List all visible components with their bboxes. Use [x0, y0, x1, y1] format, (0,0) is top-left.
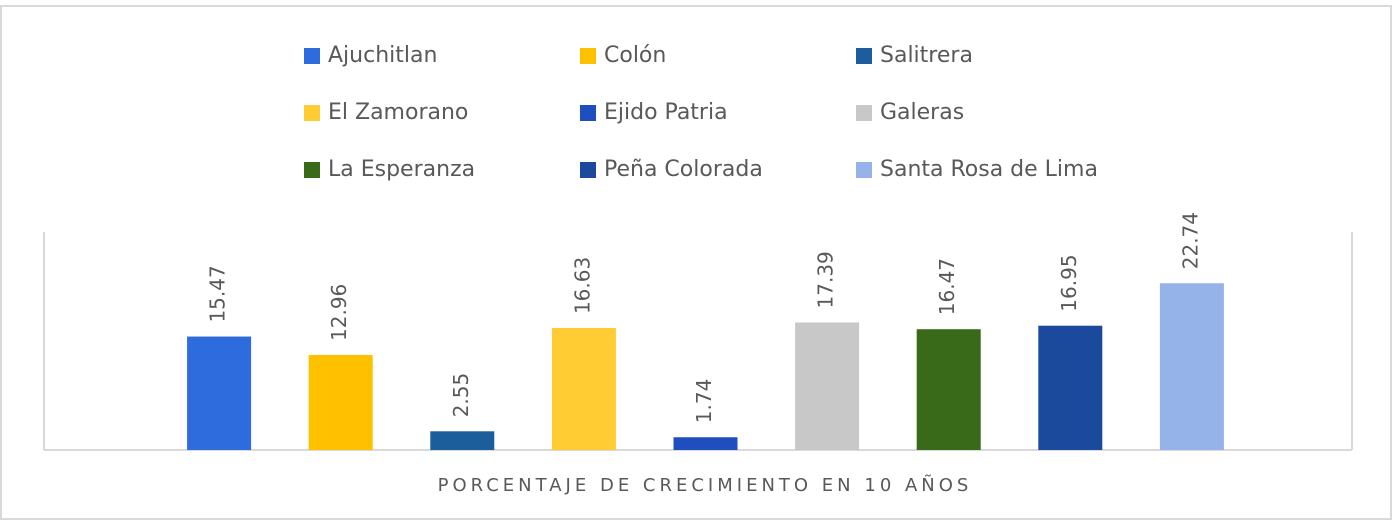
bar	[430, 431, 495, 450]
legend-swatch	[304, 105, 320, 121]
legend-swatch	[856, 105, 872, 121]
chart-border	[0, 5, 1392, 520]
legend-swatch	[580, 105, 596, 121]
bar	[308, 354, 373, 450]
legend-swatch	[304, 48, 320, 64]
legend-swatch	[580, 48, 596, 64]
data-label: 16.47	[935, 258, 959, 315]
legend-label: Ejido Patria	[604, 100, 728, 125]
bar	[551, 328, 616, 450]
x-category-label: PORCENTAJE DE CRECIMIENTO EN 10 AÑOS	[438, 474, 973, 496]
legend-label: Salitrera	[880, 43, 973, 68]
data-label: 1.74	[692, 379, 716, 424]
data-label: 16.95	[1057, 254, 1081, 311]
bar	[795, 322, 860, 450]
bar	[1038, 325, 1103, 450]
data-label: 2.55	[449, 373, 473, 418]
data-label: 22.74	[1178, 212, 1202, 269]
legend-swatch	[580, 162, 596, 178]
bar	[187, 336, 252, 450]
bar	[673, 437, 738, 450]
data-label: 16.63	[570, 257, 594, 314]
legend-swatch	[856, 48, 872, 64]
legend-swatch	[856, 162, 872, 178]
legend-label: El Zamorano	[328, 100, 468, 125]
data-label: 15.47	[206, 265, 230, 322]
data-label: 17.39	[814, 251, 838, 308]
legend-label: Colón	[604, 43, 666, 68]
legend-label: Peña Colorada	[604, 157, 763, 182]
legend-label: La Esperanza	[328, 157, 475, 182]
legend-swatch	[304, 162, 320, 178]
legend-label: Ajuchitlan	[328, 43, 437, 68]
bar	[1159, 283, 1224, 450]
legend-label: Santa Rosa de Lima	[880, 157, 1098, 182]
legend-label: Galeras	[880, 100, 964, 125]
data-label: 12.96	[327, 284, 351, 341]
bar	[916, 329, 981, 450]
